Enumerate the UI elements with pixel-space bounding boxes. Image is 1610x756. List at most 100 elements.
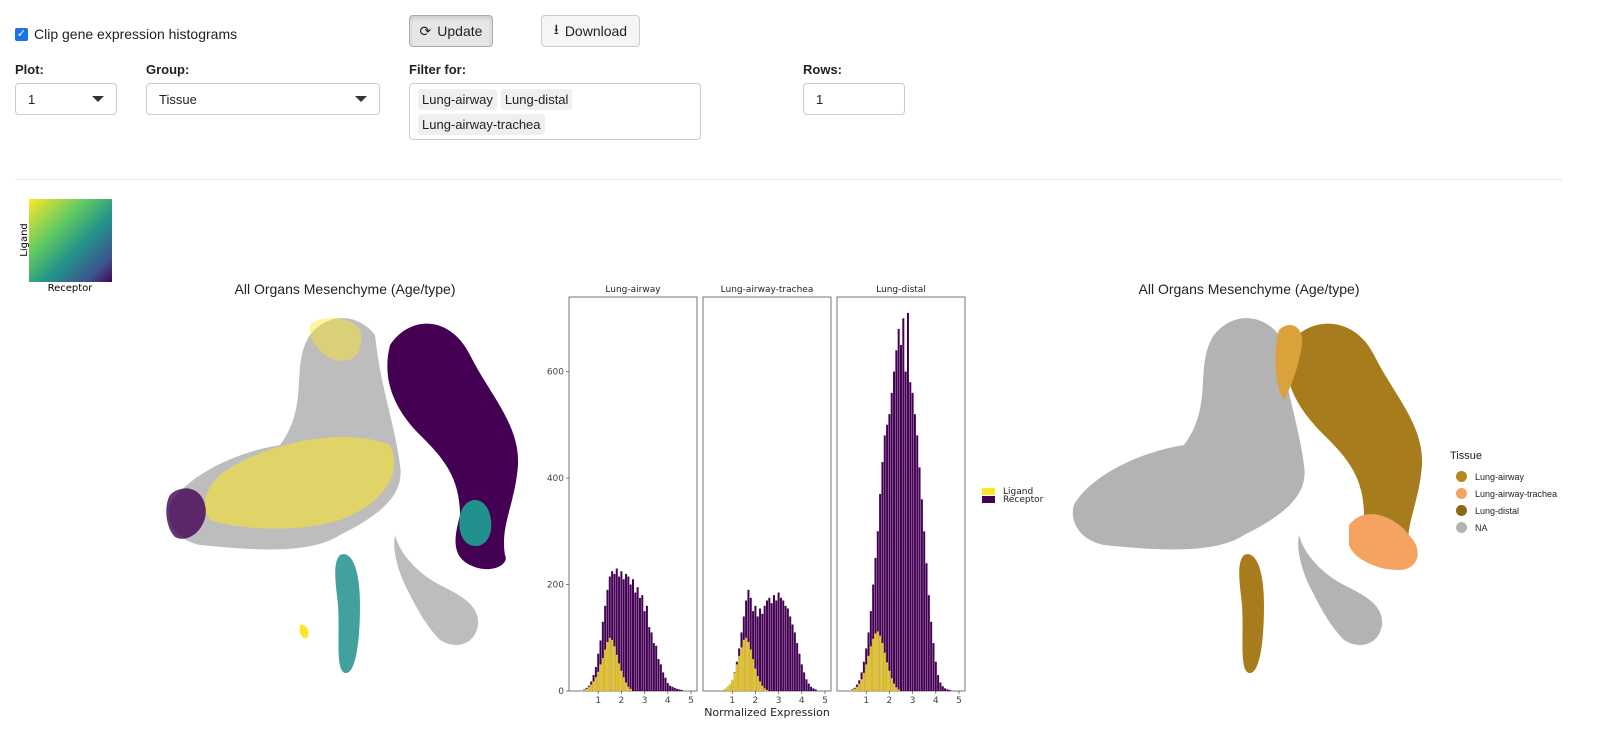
legend-label: Lung-distal [1475,505,1520,516]
receptor-bar [641,595,644,691]
histogram-legend-label: Ligand [1003,487,1033,497]
plot-select[interactable]: 1 [15,83,117,115]
receptor-bar [888,414,891,691]
receptor-bar [886,424,889,691]
x-tick-label: 5 [956,696,962,706]
y-tick-label: 200 [547,581,564,591]
ligand-bar [747,642,750,691]
ligand-bar [597,671,600,691]
receptor-bar [913,414,916,691]
legend-label: Lung-airway [1475,471,1525,482]
x-tick-label: 4 [665,696,671,706]
update-button[interactable]: ⟳ Update [409,15,493,47]
receptor-bar [632,579,634,691]
receptor-bar [895,350,898,691]
receptor-bar [673,687,676,691]
receptor-bar [918,467,921,691]
tissue-legend: Tissue Lung-airway Lung-airway-trachea Lun… [1450,450,1600,536]
receptor-bar [948,689,951,691]
group-label: Group: [146,62,190,77]
receptor-bar [777,592,780,691]
group-select[interactable]: Tissue [146,83,380,115]
legend-label: NA [1475,522,1488,533]
facet-strip-label: Lung-distal [876,285,926,295]
clip-histograms-label: Clip gene expression histograms [34,26,238,42]
ligand-bar [731,679,734,691]
receptor-bar [874,557,877,691]
receptor-bar [601,621,604,691]
receptor-bar [664,677,667,691]
rows-input[interactable]: 1 [803,83,905,115]
receptor-bar [911,392,914,691]
receptor-bar [937,675,940,691]
receptor-bar [932,643,935,691]
plot-select-value: 1 [28,91,36,107]
facet-strip-label: Lung-airway [605,285,661,295]
ligand-bar [895,687,898,691]
receptor-bar [620,571,623,691]
receptor-bar [659,664,662,691]
histogram-legend-swatch [982,488,995,495]
clip-histograms-checkbox[interactable]: ✓ [15,27,28,41]
receptor-bar [608,576,611,691]
histogram-legend-label: Receptor [1003,495,1044,505]
ligand-bar [627,686,630,691]
ligand-bar [890,678,893,691]
ligand-bar [585,688,588,691]
ligand-bar [733,672,736,691]
ligand-bar [749,649,752,691]
filter-label: Filter for: [409,62,467,77]
ligand-bar [862,672,865,691]
ligand-bar [876,631,879,691]
download-button-label: Download [564,23,628,39]
divider [15,179,1562,180]
receptor-bar [648,627,651,691]
receptor-bar [798,653,801,691]
ligand-bar [893,683,896,691]
filter-chip[interactable]: Lung-airway [418,89,497,110]
receptor-bar [615,568,618,691]
filter-chip[interactable]: Lung-distal [500,89,573,110]
ligand-bar [592,681,595,691]
x-tick-label: 3 [642,696,648,706]
receptor-bar [754,605,757,691]
ligand-bar [629,688,632,691]
ligand-bar [754,668,757,691]
x-tick-label: 1 [729,696,735,706]
ligand-bar [738,655,741,691]
ligand-bar [851,689,854,691]
ligand-bar [613,646,616,691]
group-select-value: Tissue [159,91,197,107]
x-tick-label: 2 [619,696,625,706]
ligand-bar [740,647,743,691]
ligand-bar [860,679,863,691]
ligand-bar [869,646,872,691]
ligand-bar [745,637,748,691]
rows-label: Rows: [803,62,842,77]
receptor-bar [906,312,909,691]
rows-input-value: 1 [816,91,824,107]
right-umap-plot [1072,318,1423,674]
left-umap-plot [166,318,519,674]
filter-chip[interactable]: Lung-airway-trachea [418,114,545,135]
clip-histograms-checkbox-row[interactable]: ✓ Clip gene expression histograms [15,26,237,42]
receptor-bar [650,632,653,691]
x-tick-label: 3 [910,696,916,706]
receptor-bar [634,592,637,691]
ligand-bar [735,664,738,691]
receptor-bar [812,688,815,691]
download-button[interactable]: ⭳ Download [541,15,640,47]
receptor-bar [763,605,766,691]
color-key-xlabel: Receptor [48,283,94,294]
ligand-bar [587,686,590,691]
receptor-bar [807,683,810,691]
ligand-bar [888,670,891,691]
tissue-legend-item: Lung-airway-trachea [1450,485,1600,502]
tissue-legend-item: Lung-distal [1450,502,1600,519]
color-key-gradient: Ligand Receptor [19,199,112,294]
filter-multiselect[interactable]: Lung-airway Lung-distal Lung-airway-trac… [409,83,701,140]
receptor-bar [680,689,683,691]
legend-swatch [1456,471,1467,482]
receptor-bar [766,600,768,691]
receptor-bar [900,344,902,691]
